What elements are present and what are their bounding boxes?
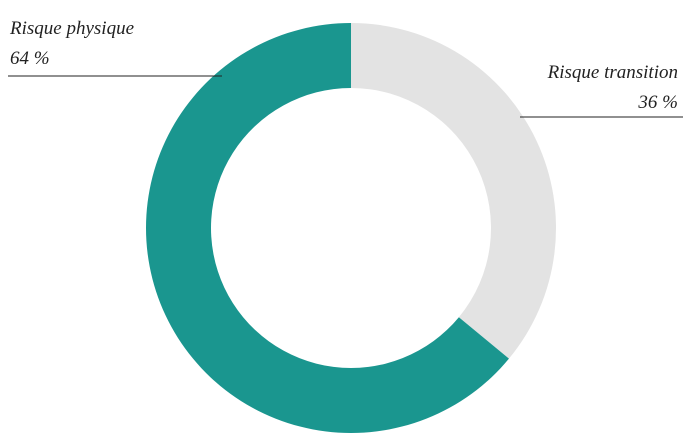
donut — [145, 23, 556, 433]
category-label: Risque transition — [547, 62, 678, 83]
category-label: Risque physique — [9, 18, 134, 39]
donut-slice — [145, 23, 509, 433]
value-label: 64 % — [10, 48, 50, 69]
value-label: 36 % — [637, 92, 678, 113]
donut-slice — [351, 23, 556, 359]
